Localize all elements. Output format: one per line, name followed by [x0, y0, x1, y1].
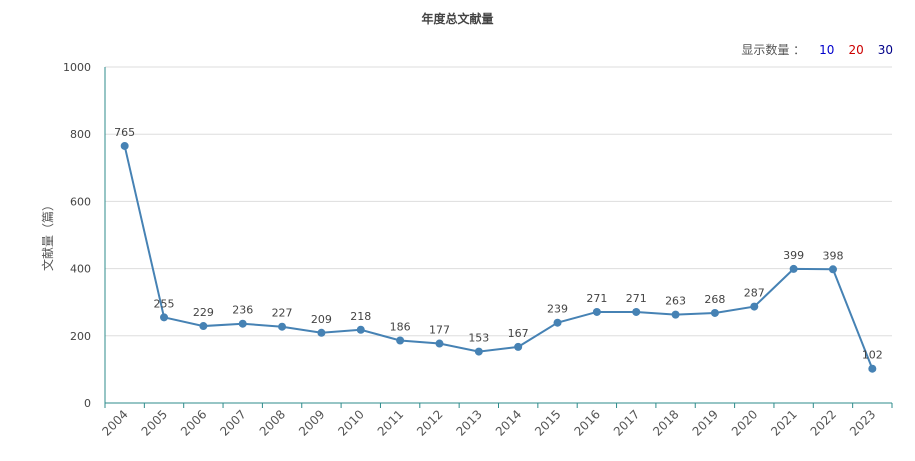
- chart-title: 年度总文献量: [421, 12, 494, 26]
- data-points: [120, 141, 877, 373]
- data-point[interactable]: [750, 302, 759, 311]
- data-point[interactable]: [396, 336, 405, 345]
- data-point[interactable]: [789, 264, 798, 273]
- y-tick-label: 1000: [63, 61, 91, 74]
- data-point[interactable]: [435, 339, 444, 348]
- data-label: 236: [232, 304, 253, 317]
- data-point[interactable]: [160, 313, 169, 322]
- data-label: 268: [704, 293, 725, 306]
- x-tick-label: 2014: [493, 407, 524, 438]
- data-label: 229: [193, 306, 214, 319]
- data-label: 227: [272, 307, 293, 320]
- x-tick-label: 2004: [99, 407, 130, 438]
- display-count-label: 显示数量 ：: [741, 43, 806, 57]
- data-label: 263: [665, 295, 686, 308]
- data-label: 186: [390, 321, 411, 334]
- y-tick-label: 200: [70, 330, 91, 343]
- data-point[interactable]: [317, 328, 326, 337]
- x-tick-label: 2013: [453, 407, 484, 438]
- x-tick-label: 2012: [414, 407, 445, 438]
- y-tick-label: 400: [70, 263, 91, 276]
- count-option-10[interactable]: 10: [819, 42, 835, 57]
- data-point[interactable]: [868, 364, 877, 373]
- display-count-control: 显示数量 ： 10 20 30: [741, 41, 893, 58]
- data-point[interactable]: [592, 307, 601, 316]
- data-point[interactable]: [671, 310, 680, 319]
- x-tick-label: 2022: [808, 407, 839, 438]
- data-label: 399: [783, 249, 804, 262]
- data-point[interactable]: [278, 322, 287, 331]
- gridlines: [105, 66, 892, 337]
- data-point[interactable]: [199, 322, 208, 331]
- data-label: 167: [508, 327, 529, 340]
- y-tick-label: 0: [84, 397, 91, 410]
- data-label: 255: [154, 297, 175, 310]
- data-label: 177: [429, 324, 450, 337]
- x-tick-label: 2016: [571, 407, 602, 438]
- data-point[interactable]: [474, 347, 483, 356]
- x-tick-label: 2008: [257, 407, 288, 438]
- data-point[interactable]: [632, 307, 641, 316]
- x-tick-label: 2020: [729, 407, 760, 438]
- data-label: 153: [468, 332, 489, 345]
- data-label: 271: [586, 292, 607, 305]
- data-point[interactable]: [356, 325, 365, 334]
- x-tick-label: 2010: [335, 407, 366, 438]
- x-tick-label: 2017: [611, 407, 642, 438]
- x-tick-label: 2019: [690, 407, 721, 438]
- data-point[interactable]: [828, 265, 837, 274]
- y-tick-labels: 0 200 400 600 800 1000: [63, 61, 91, 410]
- data-label: 218: [350, 310, 371, 323]
- x-tick-label: 2007: [217, 407, 248, 438]
- data-label: 239: [547, 303, 568, 316]
- count-option-20[interactable]: 20: [848, 42, 864, 57]
- data-point[interactable]: [553, 318, 562, 327]
- y-tick-label: 600: [70, 195, 91, 208]
- x-tick-label: 2009: [296, 407, 327, 438]
- data-label: 765: [114, 126, 135, 139]
- x-tick-label: 2023: [847, 407, 878, 438]
- y-axis-label: 文献量（篇）: [40, 199, 55, 271]
- data-label: 102: [862, 349, 883, 362]
- data-point[interactable]: [238, 319, 247, 328]
- data-point[interactable]: [514, 342, 523, 351]
- data-label: 287: [744, 287, 765, 300]
- count-option-30[interactable]: 30: [877, 42, 893, 57]
- x-tick-label: 2021: [768, 407, 799, 438]
- x-tick-label: 2015: [532, 407, 563, 438]
- data-label: 209: [311, 313, 332, 326]
- axes: [104, 67, 893, 408]
- x-tick-label: 2005: [139, 407, 170, 438]
- data-labels: 765 255 229 236 227 209 218 186 177 153 167 239 271 2…: [114, 126, 883, 362]
- x-tick-label: 2018: [650, 407, 681, 438]
- x-tick-labels: 2004 2005 2006 2007 2008 2009 2010 2011 2012 2013…: [99, 407, 878, 438]
- data-label: 271: [626, 292, 647, 305]
- data-label: 398: [822, 249, 843, 262]
- data-point[interactable]: [710, 308, 719, 317]
- data-point[interactable]: [120, 141, 129, 150]
- y-tick-label: 800: [70, 128, 91, 141]
- x-tick-label: 2006: [178, 407, 209, 438]
- series-line: [123, 145, 874, 370]
- x-tick-label: 2011: [375, 407, 406, 438]
